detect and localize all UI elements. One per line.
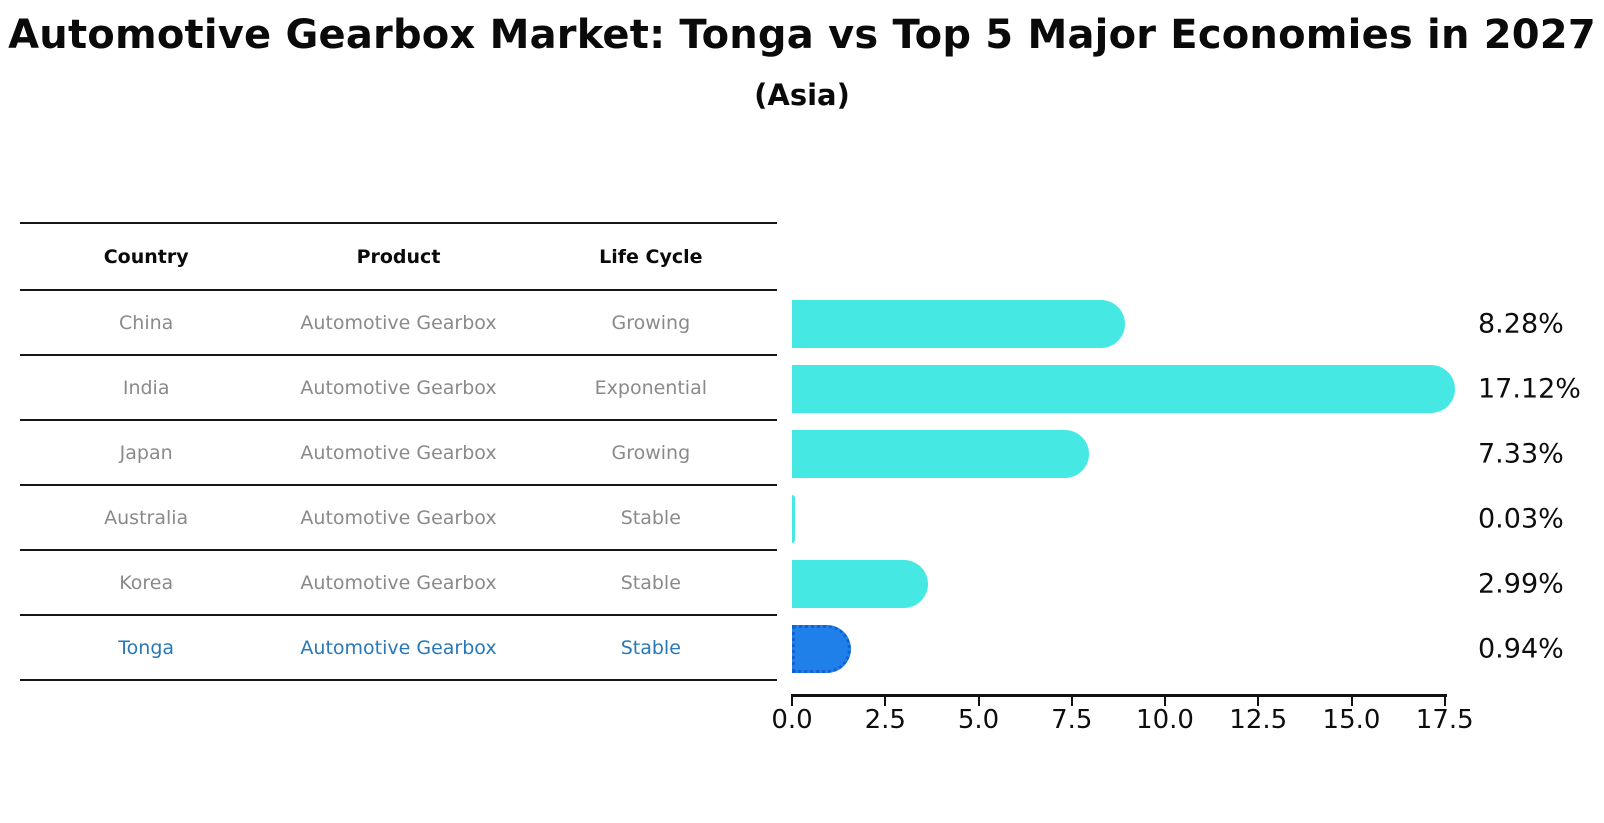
bar-china: [792, 300, 1125, 348]
product-cell: Automotive Gearbox: [300, 636, 497, 659]
x-axis-tick-label: 7.5: [1051, 705, 1093, 735]
table-header-product: Product: [356, 245, 441, 268]
chart-title: Automotive Gearbox Market: Tonga vs Top …: [8, 12, 1596, 58]
value-label-korea: 2.99%: [1478, 568, 1564, 600]
product-cell: Automotive Gearbox: [300, 441, 497, 464]
table-row-japan: Japan Automotive Gearbox Growing: [20, 421, 777, 486]
x-axis-tick-label: 15.0: [1322, 705, 1381, 735]
table-row-australia: Australia Automotive Gearbox Stable: [20, 486, 777, 551]
table-row-tonga: Tonga Automotive Gearbox Stable: [20, 616, 777, 681]
table-row-india: India Automotive Gearbox Exponential: [20, 356, 777, 421]
table-row-china: China Automotive Gearbox Growing: [20, 291, 777, 356]
country-cell: Tonga: [118, 636, 175, 659]
life-cycle-cell: Stable: [620, 636, 681, 659]
table-header-life-cycle: Life Cycle: [599, 245, 703, 268]
x-axis-tick: [884, 697, 887, 706]
life-cycle-cell: Stable: [620, 506, 681, 529]
life-cycle-cell: Growing: [611, 311, 691, 334]
x-axis-tick: [791, 697, 793, 706]
bar-japan: [792, 430, 1089, 478]
x-axis-tick-label: 12.5: [1229, 705, 1288, 735]
value-label-india: 17.12%: [1478, 373, 1581, 405]
x-axis-line: [791, 694, 1447, 697]
value-label-tonga: 0.94%: [1478, 633, 1564, 665]
product-cell: Automotive Gearbox: [300, 376, 497, 399]
life-cycle-cell: Growing: [611, 441, 691, 464]
value-label-china: 8.28%: [1478, 308, 1564, 340]
country-cell: Korea: [119, 571, 174, 594]
country-cell: Australia: [104, 506, 189, 529]
value-label-australia: 0.03%: [1478, 503, 1564, 535]
product-cell: Automotive Gearbox: [300, 506, 497, 529]
x-axis-tick: [1070, 697, 1073, 706]
table-header-row: Country Product Life Cycle: [20, 222, 777, 291]
x-axis-tick-label: 0.0: [771, 705, 813, 735]
x-axis-tick: [977, 697, 980, 706]
country-cell: Japan: [119, 441, 173, 464]
x-axis-tick-label: 5.0: [957, 705, 1000, 735]
x-axis-tick: [1443, 697, 1446, 706]
value-label-japan: 7.33%: [1478, 438, 1564, 470]
table-row-korea: Korea Automotive Gearbox Stable: [20, 551, 777, 616]
table-header-country: Country: [103, 245, 189, 268]
product-cell: Automotive Gearbox: [300, 571, 497, 594]
x-axis-tick: [1164, 697, 1166, 706]
x-axis-tick-label: 17.5: [1415, 705, 1474, 735]
x-axis-tick-label: 10.0: [1136, 705, 1194, 735]
product-cell: Automotive Gearbox: [300, 311, 497, 334]
chart-subtitle: (Asia): [754, 78, 850, 112]
country-cell: China: [119, 311, 174, 334]
country-cell: India: [122, 376, 170, 399]
life-cycle-cell: Stable: [620, 571, 681, 594]
x-axis-tick-label: 2.5: [864, 705, 906, 735]
bar-tonga: [792, 625, 851, 673]
table-body: China Automotive Gearbox Growing India Autom…: [20, 291, 777, 681]
x-axis-tick: [1257, 697, 1260, 706]
bar-korea: [792, 560, 928, 608]
x-axis-tick: [1350, 697, 1353, 706]
bar-india: [792, 365, 1455, 413]
life-cycle-cell: Exponential: [594, 376, 707, 399]
bar-australia: [792, 495, 795, 543]
country-table: Country Product Life Cycle China Automoti…: [20, 222, 777, 681]
